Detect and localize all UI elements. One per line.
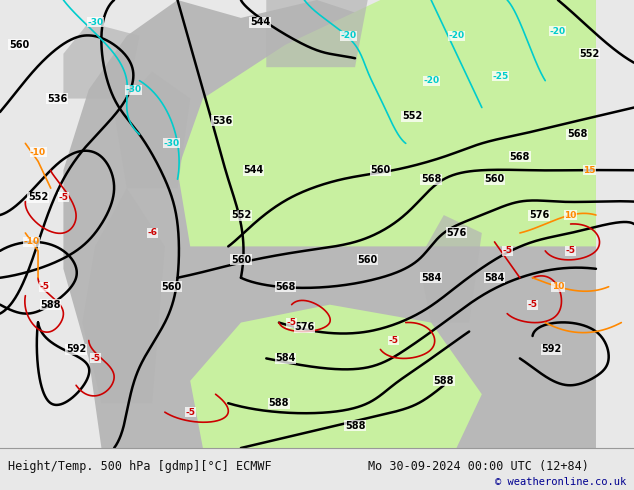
Text: -10: -10 bbox=[30, 148, 46, 157]
Text: 588: 588 bbox=[269, 398, 289, 408]
Text: 15: 15 bbox=[583, 166, 596, 175]
Text: 568: 568 bbox=[510, 152, 530, 162]
Text: 552: 552 bbox=[402, 112, 422, 122]
Text: 584: 584 bbox=[421, 273, 441, 283]
Text: -6: -6 bbox=[147, 228, 157, 238]
Text: -5: -5 bbox=[566, 246, 576, 255]
Text: 576: 576 bbox=[446, 228, 467, 238]
Text: 588: 588 bbox=[345, 420, 365, 431]
Text: -5: -5 bbox=[90, 354, 100, 363]
Text: -5: -5 bbox=[527, 300, 538, 309]
Text: 552: 552 bbox=[579, 49, 600, 59]
Polygon shape bbox=[178, 0, 596, 246]
Text: 588: 588 bbox=[41, 300, 61, 310]
Text: 544: 544 bbox=[243, 165, 264, 175]
Text: -20: -20 bbox=[448, 31, 465, 40]
Polygon shape bbox=[418, 215, 482, 322]
Polygon shape bbox=[266, 0, 368, 67]
Text: -20: -20 bbox=[340, 31, 357, 40]
Text: 568: 568 bbox=[567, 129, 587, 139]
Text: 588: 588 bbox=[434, 376, 454, 386]
Text: 584: 584 bbox=[484, 273, 505, 283]
Text: -5: -5 bbox=[185, 408, 195, 416]
Text: -5: -5 bbox=[39, 282, 49, 291]
Text: -20: -20 bbox=[550, 27, 566, 36]
Text: 576: 576 bbox=[294, 322, 314, 332]
Text: 560: 560 bbox=[370, 165, 391, 175]
Text: 592: 592 bbox=[66, 344, 86, 354]
Text: 560: 560 bbox=[358, 255, 378, 265]
Text: Mo 30-09-2024 00:00 UTC (12+84): Mo 30-09-2024 00:00 UTC (12+84) bbox=[368, 460, 588, 473]
Text: -30: -30 bbox=[125, 85, 141, 94]
Text: Height/Temp. 500 hPa [gdmp][°C] ECMWF: Height/Temp. 500 hPa [gdmp][°C] ECMWF bbox=[8, 460, 271, 473]
Text: -30: -30 bbox=[87, 18, 103, 27]
Text: -10: -10 bbox=[23, 238, 40, 246]
Text: 592: 592 bbox=[541, 344, 562, 354]
Polygon shape bbox=[63, 0, 596, 448]
Text: 584: 584 bbox=[275, 353, 295, 364]
Text: 552: 552 bbox=[28, 192, 48, 202]
Text: 544: 544 bbox=[250, 18, 270, 27]
Text: 576: 576 bbox=[529, 210, 549, 220]
Polygon shape bbox=[190, 305, 482, 448]
Text: 536: 536 bbox=[212, 116, 232, 126]
Polygon shape bbox=[63, 23, 139, 98]
Text: 568: 568 bbox=[421, 174, 441, 184]
Text: -30: -30 bbox=[163, 139, 179, 148]
Text: -20: -20 bbox=[423, 76, 439, 85]
Polygon shape bbox=[114, 72, 190, 188]
Text: -5: -5 bbox=[58, 193, 68, 201]
Text: 560: 560 bbox=[484, 174, 505, 184]
Text: 560: 560 bbox=[231, 255, 251, 265]
Text: 568: 568 bbox=[275, 282, 295, 292]
Text: 10: 10 bbox=[552, 282, 564, 291]
Text: 536: 536 bbox=[47, 94, 67, 103]
Text: 10: 10 bbox=[564, 211, 577, 220]
Text: 560: 560 bbox=[161, 282, 181, 292]
Text: © weatheronline.co.uk: © weatheronline.co.uk bbox=[495, 477, 626, 487]
Text: 552: 552 bbox=[231, 210, 251, 220]
Text: -5: -5 bbox=[388, 336, 398, 345]
Text: 560: 560 bbox=[9, 40, 29, 50]
Text: -5: -5 bbox=[502, 246, 512, 255]
Polygon shape bbox=[82, 188, 165, 403]
Text: -5: -5 bbox=[287, 318, 297, 327]
Text: -25: -25 bbox=[493, 72, 509, 81]
